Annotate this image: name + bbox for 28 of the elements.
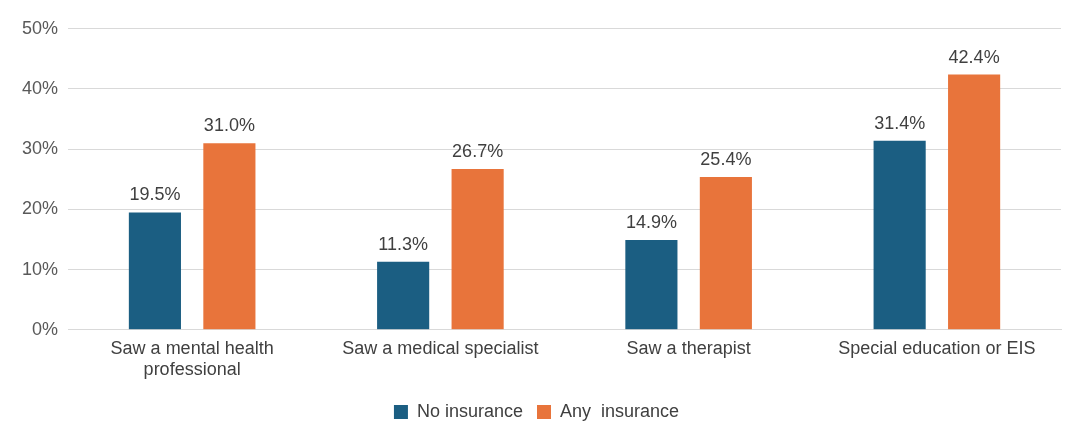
data-label: 31.0%	[203, 115, 255, 136]
bar	[625, 240, 678, 330]
x-tick-label: Saw a medical specialist	[342, 337, 539, 358]
data-label: 31.4%	[874, 112, 926, 133]
legend-label: Any insurance	[560, 400, 680, 421]
bar	[948, 74, 1001, 330]
data-label: 42.4%	[948, 46, 1000, 67]
y-tick-label: 50%	[22, 17, 59, 38]
bar	[699, 176, 752, 330]
bar	[203, 143, 256, 330]
bar	[377, 261, 430, 330]
y-tick-label: 40%	[22, 77, 59, 98]
data-label: 26.7%	[452, 141, 504, 162]
bar	[451, 169, 504, 330]
data-label: 14.9%	[625, 212, 677, 233]
data-label: 25.4%	[700, 148, 752, 169]
y-tick-label: 30%	[22, 138, 59, 159]
bar	[128, 212, 181, 330]
y-tick-label: 0%	[32, 318, 59, 339]
y-tick-label: 10%	[22, 258, 59, 279]
x-tick-label: Saw a mental health professional	[110, 337, 274, 380]
x-tick-label: Saw a therapist	[626, 337, 751, 358]
data-label: 11.3%	[378, 233, 429, 254]
y-tick-label: 20%	[22, 198, 59, 219]
bar	[873, 140, 926, 330]
x-tick-label: Special education or EIS	[838, 337, 1036, 358]
legend-label: No insurance	[416, 400, 523, 421]
data-label: 19.5%	[129, 184, 181, 205]
